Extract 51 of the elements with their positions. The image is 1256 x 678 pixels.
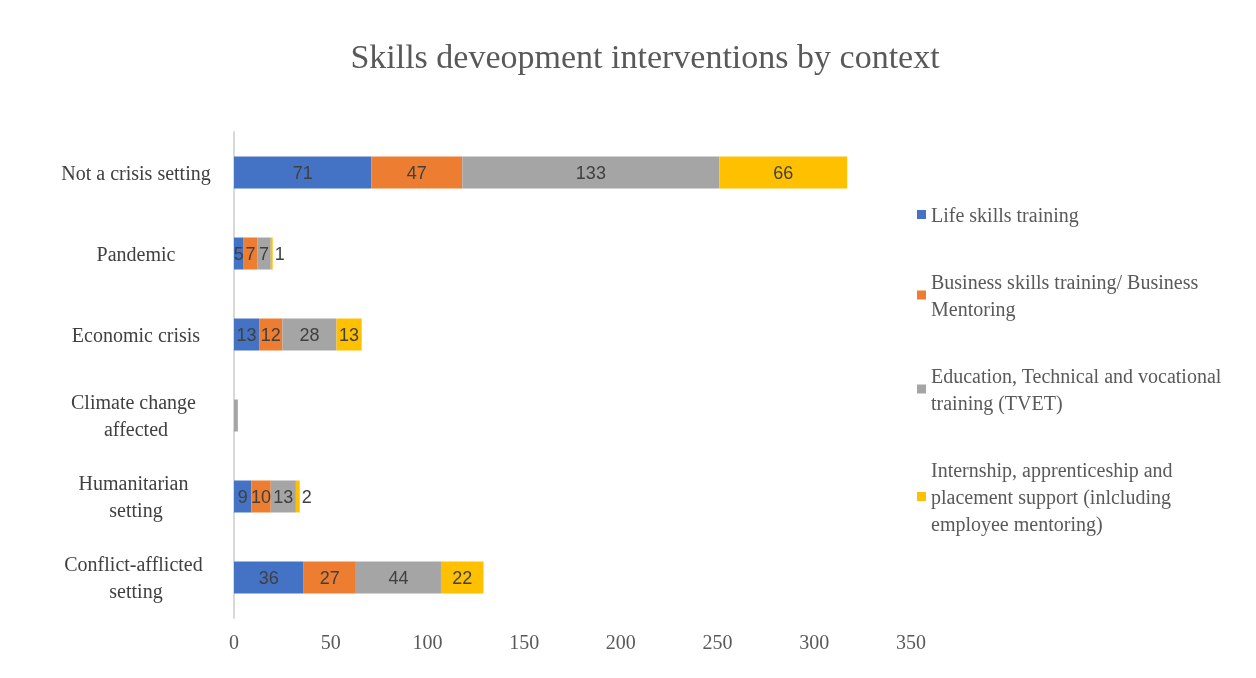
data-label: 7 bbox=[258, 243, 269, 264]
data-label: 12 bbox=[260, 324, 281, 345]
bar bbox=[371, 156, 463, 189]
y-tick-label: Conflict-afflicted setting bbox=[64, 553, 208, 603]
data-label: 2 bbox=[301, 486, 312, 507]
data-label: 9 bbox=[237, 486, 248, 507]
x-tick-label: 50 bbox=[320, 631, 341, 653]
data-label: 5 bbox=[233, 243, 244, 264]
bar bbox=[234, 156, 372, 189]
x-tick-label: 200 bbox=[605, 631, 636, 653]
data-label: 1 bbox=[274, 243, 285, 264]
y-tick-label: Humanitarian setting bbox=[78, 472, 194, 522]
data-label: 10 bbox=[251, 486, 272, 507]
data-label: 7 bbox=[245, 243, 256, 264]
legend-label: Education, Technical and vocational training (TVET) bbox=[931, 364, 1227, 415]
bar bbox=[234, 399, 238, 432]
data-label: 66 bbox=[773, 162, 794, 183]
data-label: 27 bbox=[319, 567, 340, 588]
y-tick-label: Climate change affected bbox=[71, 391, 201, 440]
x-tick-label: 300 bbox=[799, 631, 830, 653]
data-label: 47 bbox=[406, 162, 427, 183]
data-label: 36 bbox=[258, 567, 279, 588]
chart-title: Skills deveopment interventions by context bbox=[350, 37, 941, 75]
data-label: 44 bbox=[388, 567, 409, 588]
bar bbox=[303, 561, 356, 594]
data-label: 28 bbox=[299, 324, 320, 345]
x-tick-label: 250 bbox=[702, 631, 733, 653]
x-tick-label: 150 bbox=[509, 631, 540, 653]
bar bbox=[719, 156, 848, 189]
data-label: 133 bbox=[575, 162, 606, 183]
legend-label: Life skills training bbox=[931, 203, 1079, 227]
data-label: 22 bbox=[452, 567, 473, 588]
legend-label: Business skills training/ Business Mentoring bbox=[931, 270, 1204, 321]
legend-label: Internship, apprenticeship and placement support (inlcluding employee mentoring) bbox=[931, 458, 1178, 536]
data-label: 13 bbox=[339, 324, 360, 345]
y-tick-label: Not a crisis setting bbox=[61, 161, 211, 185]
y-tick-label: Economic crisis bbox=[71, 323, 201, 346]
x-tick-label: 350 bbox=[896, 631, 926, 653]
bar bbox=[282, 318, 337, 351]
x-tick-label: 100 bbox=[412, 631, 443, 653]
bar bbox=[355, 561, 441, 594]
bar bbox=[257, 237, 271, 270]
bar bbox=[462, 156, 720, 189]
bar bbox=[440, 561, 484, 594]
y-tick-label: Pandemic bbox=[96, 242, 176, 265]
bar bbox=[234, 561, 304, 594]
bar bbox=[295, 480, 300, 513]
x-tick-label: 0 bbox=[229, 631, 239, 653]
data-label: 13 bbox=[236, 324, 257, 345]
data-label: 13 bbox=[273, 486, 294, 507]
data-label: 71 bbox=[292, 162, 313, 183]
